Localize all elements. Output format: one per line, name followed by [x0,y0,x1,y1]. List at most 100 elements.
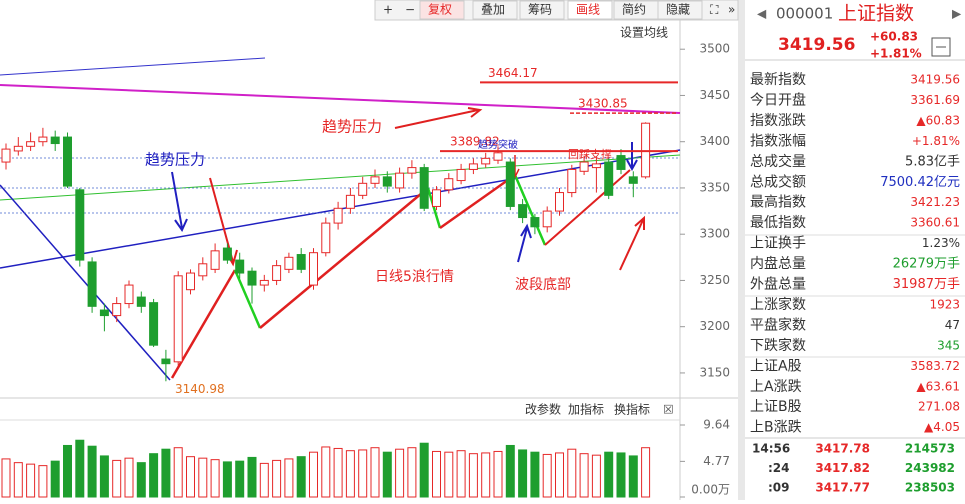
row-value: 3361.69 [910,93,960,107]
volume-bar [493,450,503,498]
indicator-button[interactable]: 加指标 [568,402,604,417]
row-value: 1923 [929,297,960,311]
candle-body [321,222,331,254]
volume-bar [26,463,36,498]
volume-bar [296,456,306,498]
volume-bar [542,453,552,498]
level-label: 3389.82 [450,135,500,149]
volume-bar [641,447,651,498]
candle-body [382,176,392,187]
toolbar-button[interactable] [419,0,465,20]
volume-bar [259,462,269,498]
trade-price: 3417.82 [815,461,870,475]
candle-body [591,163,601,169]
candle-body [542,210,552,228]
y-tick-label: 3400 [699,134,730,148]
row-value: ▲60.83 [916,113,960,127]
zoom-out[interactable]: − [405,3,415,17]
annotation: 趋势突破 [478,138,518,151]
toolbar-button[interactable] [657,0,703,20]
indicator-button[interactable]: 换指标 [614,402,650,417]
icon[interactable]: » [728,3,735,17]
volume-bar [333,447,343,498]
candle-body [444,178,454,191]
toolbar-label[interactable]: 复权 [428,3,452,17]
scrollbar [738,0,745,500]
y-tick-label: 3300 [699,227,730,241]
toolbar-label[interactable]: 画线 [576,3,600,17]
collapse[interactable] [931,37,951,57]
zoom-in[interactable]: + [383,3,393,17]
candle-body [641,122,651,178]
y-tick-label: 3150 [699,365,730,379]
volume-bar [124,457,134,498]
row-value: ▲4.05 [924,420,960,434]
row-label: 上证A股 [750,358,802,374]
candle-body [309,252,318,286]
volume-bar [99,455,109,498]
volume-bar [222,461,232,498]
candle-body [222,247,232,261]
row-value: 26279万手 [893,257,960,272]
candle-body [149,302,159,346]
prev-icon[interactable]: ◀ [757,7,767,21]
change: +60.83 [870,30,918,44]
volume-bar [505,444,515,498]
volume-bar [432,450,441,498]
volume-bar [518,449,528,498]
volume-bar [567,448,577,498]
candle-body [186,272,195,291]
toolbar-label[interactable]: 筹码 [528,3,552,17]
next-icon[interactable]: ▶ [952,7,962,21]
volume-bar [579,453,589,498]
candle-body [247,270,257,286]
candle-body [296,254,306,270]
y-tick-label: 3500 [699,42,730,56]
row-label: 内盘总量 [750,255,806,272]
candle-body [456,168,466,182]
row-value: 5.83亿手 [905,154,960,169]
candle-body [505,161,515,207]
ma-setting[interactable]: 设置均线 [620,26,668,40]
volume-bar [395,448,405,498]
candle-body [75,189,85,261]
close-icon[interactable]: ☒ [663,403,674,417]
toolbar-label[interactable]: 叠加 [481,3,505,17]
candle-body [419,167,429,209]
row-label: 总成交量 [750,153,806,170]
volume-bar [50,460,60,498]
toolbar-button[interactable] [567,0,613,20]
indicator-button[interactable]: 改参数 [525,402,561,417]
candle-body [99,309,109,317]
toolbar-button[interactable] [519,0,565,20]
toolbar-label[interactable]: 简约 [622,2,646,17]
candle-body [112,303,122,317]
annotation: 波段底部 [515,277,571,293]
candle-body [284,256,294,270]
candle-body [161,358,171,365]
candle-body [432,189,441,207]
trade-volume: 243982 [905,461,955,475]
annotation: 日线5浪行情 [375,269,454,285]
row-value: 271.08 [918,400,960,414]
candle-body [345,194,355,209]
candle-body [272,265,282,281]
level-label: 3464.17 [488,66,538,80]
volume-bar [235,460,245,498]
row-label: 指数涨幅 [750,133,806,149]
toolbar-button[interactable] [472,0,518,20]
row-value: 3583.72 [910,359,960,373]
row-value: 345 [937,338,960,352]
candle-body [198,263,208,277]
row-value: ▲63.61 [916,379,960,393]
volume-bar [309,451,318,498]
v-tick-label: 9.64 [703,418,730,432]
volume-bar [247,456,257,498]
icon[interactable]: ⛶ [709,3,719,17]
toolbar-label[interactable]: 隐藏 [666,3,690,17]
row-value: 47 [945,318,960,332]
annotation: 趋势压力 [145,151,205,169]
volume-bar [555,452,564,498]
volume-bar [616,452,626,498]
y-tick-label: 3350 [699,180,730,194]
